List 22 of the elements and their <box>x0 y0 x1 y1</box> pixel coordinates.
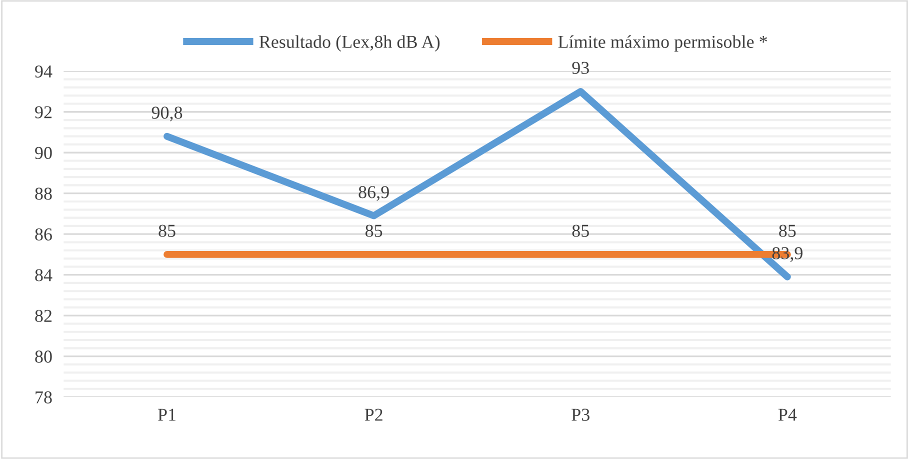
x-tick-label: P2 <box>364 408 382 421</box>
y-tick-label: 78 <box>36 391 52 404</box>
legend-label: Resultado (Lex,8h dB A) <box>259 35 440 52</box>
y-tick-label: 84 <box>35 269 52 282</box>
y-tick-label: 86 <box>35 228 52 241</box>
data-label: 90,8 <box>152 106 182 122</box>
data-label: 86,9 <box>358 186 389 201</box>
y-tick-label: 94 <box>35 65 52 78</box>
x-tick-label: P1 <box>158 408 176 421</box>
data-label: 85 <box>365 224 382 237</box>
x-tick-label: P4 <box>778 408 797 421</box>
y-tick-label: 80 <box>35 350 52 363</box>
legend-label: Límite máximo permisoble * <box>558 35 767 52</box>
y-tick-label: 88 <box>35 188 52 200</box>
data-label: 85 <box>572 224 589 237</box>
y-tick-label: 90 <box>35 146 52 160</box>
data-label: 85 <box>158 224 176 237</box>
y-tick-label: 92 <box>35 106 52 118</box>
x-tick-label: P3 <box>572 408 590 421</box>
y-tick-label: 82 <box>35 310 52 322</box>
data-label: 93 <box>572 62 589 74</box>
data-label: 85 <box>779 224 796 237</box>
